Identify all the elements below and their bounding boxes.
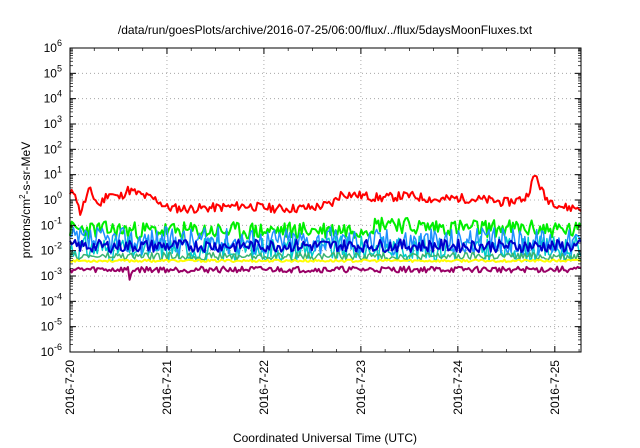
y-tick-label: 105 [44,63,62,80]
y-tick-label: 10-6 [41,342,62,359]
y-axis-label: protons/cm2-s-sr-MeV [18,142,33,258]
series-line-1 [69,216,582,241]
y-tick-exponent: -5 [54,317,62,327]
y-tick-base: 10 [41,320,55,334]
series-line-7 [69,265,582,281]
y-tick-label: 100 [44,190,62,207]
y-tick-exponent: 3 [57,114,62,124]
y-tick-exponent: 6 [57,38,62,48]
y-tick-label: 104 [44,89,62,106]
y-tick-exponent: 0 [57,190,62,200]
y-tick-label: 10-5 [41,317,62,334]
y-tick-base: 10 [41,345,55,359]
y-tick-exponent: 4 [57,89,62,99]
chart-title: /data/run/goesPlots/archive/2016-07-25/0… [118,23,533,37]
y-tick-label: 101 [44,165,62,182]
series-line-3 [69,225,582,256]
y-tick-label: 10-1 [41,215,62,232]
y-tick-base: 10 [44,142,58,156]
y-tick-base: 10 [44,92,58,106]
series-line-6 [69,258,582,263]
x-tick-label: 2016-7-20 [63,360,77,415]
y-axis-label-superscript: 2 [18,194,27,199]
y-tick-label: 10-2 [41,241,62,258]
y-tick-base: 10 [44,66,58,80]
y-tick-label: 10-4 [41,291,62,308]
y-axis: 10610510410310210110010-110-210-310-410-… [41,38,581,359]
x-tick-label: 2016-7-24 [451,360,465,415]
y-tick-exponent: 2 [57,139,62,149]
x-tick-label: 2016-7-25 [548,360,562,415]
x-tick-label: 2016-7-21 [160,360,174,415]
y-tick-exponent: -6 [54,342,62,352]
series-line-0 [69,174,582,216]
series-group [69,174,582,281]
y-tick-exponent: -2 [54,241,62,251]
series-line-5 [69,251,582,261]
y-tick-exponent: 5 [57,63,62,73]
y-tick-exponent: -1 [54,215,62,225]
y-tick-base: 10 [44,117,58,131]
y-tick-base: 10 [44,168,58,182]
y-tick-base: 10 [44,193,58,207]
y-tick-base: 10 [41,269,55,283]
x-axis: 2016-7-20 2016-7-21 2016-7-22 2016-7-23 2016… [63,48,580,415]
y-tick-base: 10 [41,244,55,258]
x-tick-label: 2016-7-22 [257,360,271,415]
series-line-4 [69,238,582,254]
y-tick-exponent: -3 [54,266,62,276]
y-tick-base: 10 [41,218,55,232]
y-tick-label: 106 [44,38,62,55]
y-axis-label-part: protons/cm [19,199,33,258]
y-axis-label-part: -s-sr-MeV [19,142,33,195]
y-tick-label: 102 [44,139,62,156]
x-axis-label: Coordinated Universal Time (UTC) [233,431,417,445]
y-tick-exponent: -4 [54,291,62,301]
x-tick-label: 2016-7-23 [354,360,368,415]
y-tick-base: 10 [41,294,55,308]
y-tick-label: 10-3 [41,266,62,283]
y-tick-base: 10 [44,41,58,55]
y-tick-exponent: 1 [57,165,62,175]
y-tick-label: 103 [44,114,62,131]
